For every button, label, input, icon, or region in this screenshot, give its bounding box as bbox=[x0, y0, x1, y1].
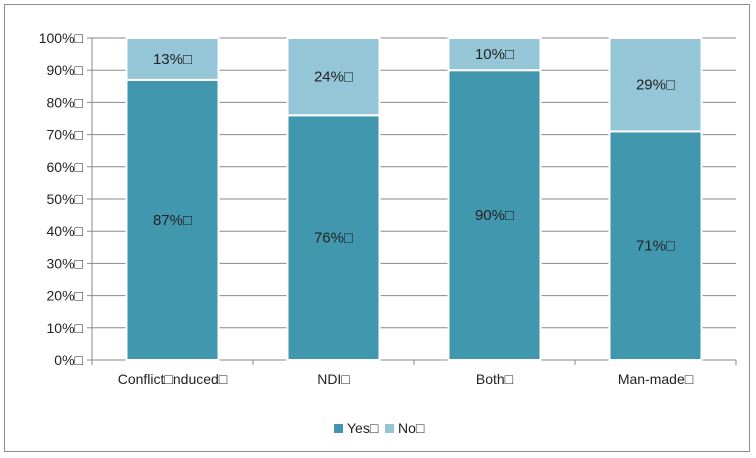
x-category-label: NDI□ bbox=[317, 371, 350, 387]
legend-swatch bbox=[385, 424, 394, 433]
y-tick-label: 20%□ bbox=[47, 288, 84, 304]
bar-segment bbox=[447, 69, 542, 361]
y-tick-label: 40%□ bbox=[47, 223, 84, 239]
legend-label: Yes□ bbox=[347, 420, 379, 436]
y-tick-label: 100%□ bbox=[39, 30, 84, 46]
y-tick-label: 50%□ bbox=[47, 191, 84, 207]
y-tick-label: 60%□ bbox=[47, 159, 84, 175]
bar-segment bbox=[286, 114, 381, 361]
legend: Yes□ No□ bbox=[334, 420, 425, 436]
data-label: 87%□ bbox=[153, 212, 192, 229]
y-tick-label: 70%□ bbox=[47, 127, 84, 143]
legend-swatch bbox=[334, 424, 343, 433]
data-label: 90%□ bbox=[475, 207, 514, 224]
data-labels: 87%□ 13%□ 76%□ 24%□ 90%□ 10%□ 71%□ 29%□ bbox=[153, 46, 675, 255]
data-label: 29%□ bbox=[636, 77, 675, 94]
data-label: 13%□ bbox=[153, 51, 192, 68]
y-tick-label: 10%□ bbox=[47, 320, 84, 336]
axes: 0%□ 10%□ 20%□ 30%□ 40%□ 50%□ 60%□ 70%□ 80%□ 90%□ 1… bbox=[39, 30, 737, 387]
data-label: 10%□ bbox=[475, 46, 514, 63]
bar-segment bbox=[447, 37, 542, 72]
legend-label: No□ bbox=[398, 420, 425, 436]
y-tick-label: 90%□ bbox=[47, 62, 84, 78]
bars bbox=[125, 37, 703, 362]
bar-segment bbox=[125, 78, 220, 362]
bar-segment bbox=[125, 37, 220, 81]
data-label: 76%□ bbox=[314, 230, 353, 247]
data-label: 71%□ bbox=[636, 238, 675, 255]
x-category-label: Both□ bbox=[476, 371, 514, 387]
x-category-label: Conflict□nduced□ bbox=[118, 371, 228, 387]
bar-segment bbox=[286, 37, 381, 117]
x-category-label: Man-made□ bbox=[618, 371, 694, 387]
y-tick-label: 0%□ bbox=[54, 352, 83, 368]
data-label: 24%□ bbox=[314, 69, 353, 86]
y-tick-label: 80%□ bbox=[47, 94, 84, 110]
bar-segment bbox=[608, 130, 703, 361]
y-tick-label: 30%□ bbox=[47, 255, 84, 271]
bar-segment bbox=[608, 37, 703, 133]
